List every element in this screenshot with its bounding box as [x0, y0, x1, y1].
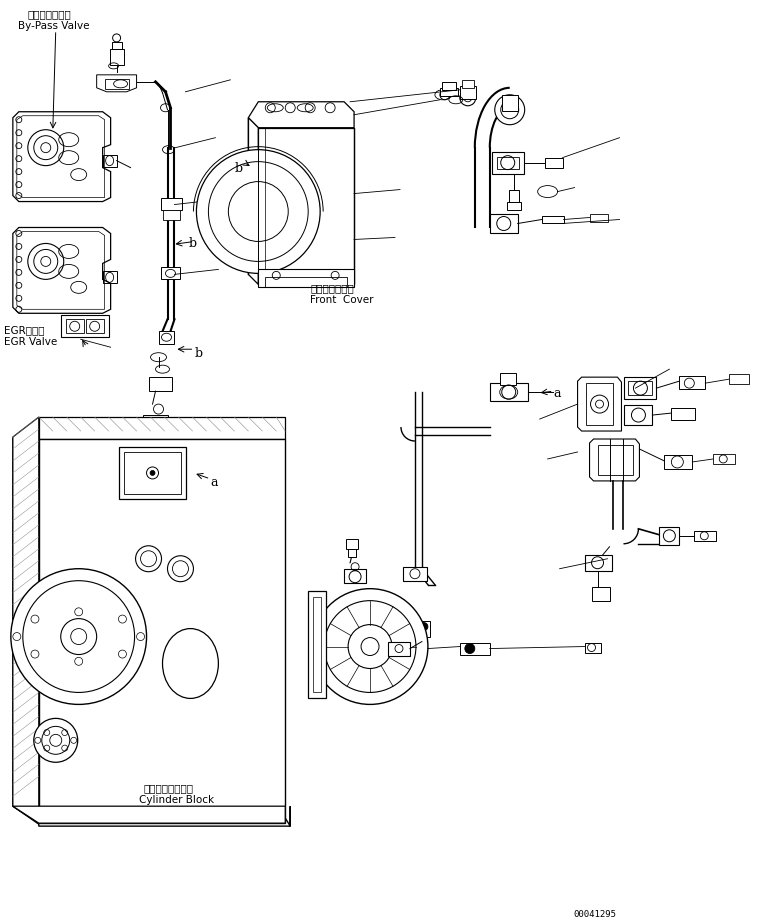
Text: EGR Valve: EGR Valve [4, 337, 57, 347]
Bar [590, 214, 608, 222]
Bar [597, 445, 633, 475]
Text: EGRバルブ: EGRバルブ [4, 325, 44, 335]
Bar [308, 590, 326, 698]
Circle shape [136, 546, 161, 572]
Bar [586, 383, 614, 426]
Bar [160, 267, 181, 279]
Bar [313, 597, 321, 693]
Polygon shape [12, 227, 111, 313]
Bar [492, 152, 523, 174]
Bar [500, 373, 516, 385]
Bar [440, 87, 458, 96]
Bar [118, 447, 186, 499]
Bar [497, 157, 519, 169]
Bar [584, 643, 601, 653]
Ellipse shape [163, 629, 218, 698]
Bar [65, 320, 83, 333]
Text: By-Pass Valve: By-Pass Valve [18, 21, 90, 31]
Text: b: b [189, 238, 196, 251]
Bar [714, 454, 735, 464]
Bar [490, 214, 518, 234]
Circle shape [495, 95, 525, 124]
Bar [346, 539, 358, 549]
Text: シリンダブロック: シリンダブロック [143, 783, 193, 793]
Text: 00041295: 00041295 [573, 910, 617, 919]
Bar [490, 383, 527, 402]
Polygon shape [97, 75, 136, 92]
Circle shape [312, 589, 428, 705]
Bar [659, 527, 679, 545]
Bar [625, 405, 652, 426]
Bar [163, 210, 181, 219]
Bar [460, 643, 490, 655]
Bar [111, 42, 122, 49]
Bar [502, 95, 518, 111]
Polygon shape [590, 439, 640, 481]
Text: a: a [210, 476, 218, 489]
Bar [149, 378, 172, 391]
Circle shape [465, 644, 475, 654]
Bar [545, 157, 562, 168]
Polygon shape [12, 417, 291, 826]
Bar [403, 566, 427, 581]
Polygon shape [12, 111, 111, 202]
Bar [506, 202, 520, 210]
Circle shape [28, 130, 64, 166]
Circle shape [420, 623, 428, 631]
Bar [143, 415, 168, 431]
Circle shape [150, 471, 155, 475]
Text: Front  Cover: Front Cover [310, 296, 374, 306]
Text: フロントカバー: フロントカバー [310, 284, 354, 294]
Bar [462, 80, 474, 87]
Bar [418, 621, 430, 636]
Bar [61, 315, 108, 337]
Bar [729, 374, 749, 384]
Bar [266, 277, 347, 287]
Bar [110, 49, 124, 64]
Polygon shape [577, 378, 622, 431]
Text: バイパスバルブ: バイパスバルブ [28, 9, 72, 19]
Polygon shape [12, 806, 285, 823]
Bar [39, 439, 285, 823]
Bar [160, 198, 182, 210]
Bar [348, 547, 356, 557]
Text: a: a [554, 387, 561, 400]
Bar [158, 332, 174, 344]
Bar [671, 408, 696, 420]
Polygon shape [259, 128, 354, 285]
Text: b: b [195, 347, 203, 360]
Bar [629, 381, 652, 395]
Circle shape [23, 581, 135, 693]
Circle shape [460, 90, 476, 106]
Text: b: b [234, 162, 242, 175]
Bar [591, 587, 609, 600]
Bar [460, 86, 476, 99]
Polygon shape [39, 417, 285, 439]
Polygon shape [12, 417, 39, 823]
Bar [103, 272, 117, 284]
Bar [86, 320, 104, 333]
Bar [625, 378, 657, 399]
Polygon shape [249, 102, 354, 128]
Bar [679, 376, 705, 390]
Bar [694, 530, 716, 541]
Circle shape [28, 243, 64, 279]
Bar [103, 155, 117, 167]
Text: Cylinder Block: Cylinder Block [139, 795, 213, 805]
Circle shape [196, 150, 320, 274]
Bar [104, 79, 129, 88]
Bar [388, 642, 410, 656]
Circle shape [33, 718, 78, 763]
Circle shape [167, 555, 193, 582]
Bar [509, 190, 519, 202]
Bar [664, 455, 693, 469]
Polygon shape [249, 118, 259, 285]
Bar [442, 82, 456, 90]
Bar [259, 270, 354, 287]
Bar [541, 216, 564, 224]
Circle shape [11, 569, 146, 705]
Bar [124, 452, 182, 494]
Bar [344, 569, 366, 583]
Bar [584, 554, 612, 571]
